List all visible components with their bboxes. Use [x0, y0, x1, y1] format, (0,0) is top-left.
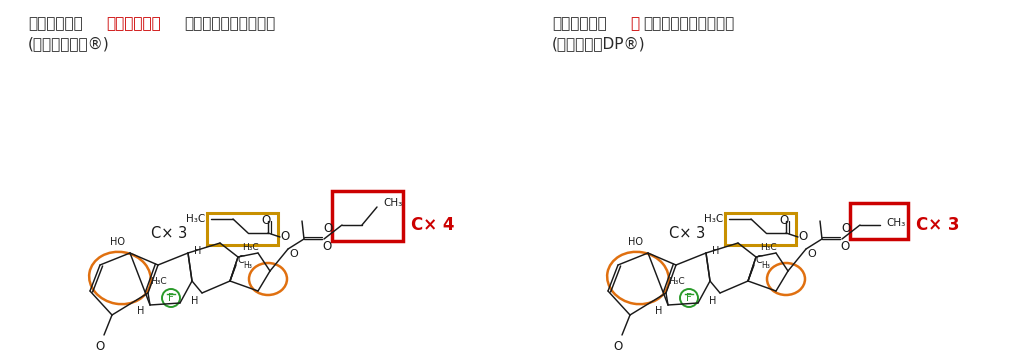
Text: H: H: [194, 246, 202, 256]
Text: O: O: [841, 221, 850, 234]
Text: CH₃: CH₃: [886, 218, 905, 228]
Text: F: F: [168, 293, 174, 303]
Text: C× 3: C× 3: [151, 225, 187, 241]
Text: C× 4: C× 4: [411, 216, 455, 234]
Text: C: C: [756, 255, 763, 265]
Text: (アンテベート®): (アンテベート®): [28, 36, 110, 51]
Text: H: H: [136, 306, 144, 316]
Text: (リンデロンDP®): (リンデロンDP®): [552, 36, 645, 51]
Text: O: O: [261, 213, 270, 227]
Text: O: O: [322, 240, 331, 253]
Text: H₃C: H₃C: [760, 242, 776, 252]
Text: C: C: [238, 255, 245, 265]
Text: O: O: [280, 231, 289, 244]
Text: O: O: [807, 249, 816, 259]
Text: F: F: [686, 293, 692, 303]
Text: H: H: [712, 246, 720, 256]
Circle shape: [162, 289, 180, 307]
Text: H: H: [190, 296, 198, 306]
Circle shape: [680, 289, 698, 307]
Text: C× 3: C× 3: [916, 216, 959, 234]
Text: O: O: [779, 213, 788, 227]
Text: O: O: [289, 249, 298, 259]
Text: O: O: [798, 231, 807, 244]
Text: C× 3: C× 3: [669, 225, 706, 241]
Text: H₃C: H₃C: [242, 242, 259, 252]
Text: CH₃: CH₃: [383, 198, 402, 208]
Text: O: O: [840, 240, 849, 253]
Text: O: O: [95, 340, 104, 354]
Text: プロピオン酸エステル: プロピオン酸エステル: [184, 16, 275, 31]
Text: HO: HO: [110, 237, 125, 247]
Text: H: H: [654, 306, 662, 316]
Text: ベタメタゾン: ベタメタゾン: [28, 16, 83, 31]
Text: ベタメタゾン: ベタメタゾン: [552, 16, 607, 31]
Text: H₃: H₃: [761, 261, 770, 270]
Text: 酥酸エステル: 酥酸エステル: [106, 16, 161, 31]
Text: H₃: H₃: [243, 261, 252, 270]
Text: HO: HO: [628, 237, 643, 247]
Text: H₃C: H₃C: [703, 214, 723, 224]
Text: プロピオン酸エステル: プロピオン酸エステル: [643, 16, 734, 31]
Text: H₃C: H₃C: [185, 214, 205, 224]
Text: O: O: [323, 221, 332, 234]
Text: H₃C: H₃C: [668, 277, 685, 286]
Text: O: O: [613, 340, 623, 354]
Text: H: H: [709, 296, 716, 306]
Text: ジ: ジ: [630, 16, 639, 31]
Text: H₃C: H₃C: [150, 277, 167, 286]
